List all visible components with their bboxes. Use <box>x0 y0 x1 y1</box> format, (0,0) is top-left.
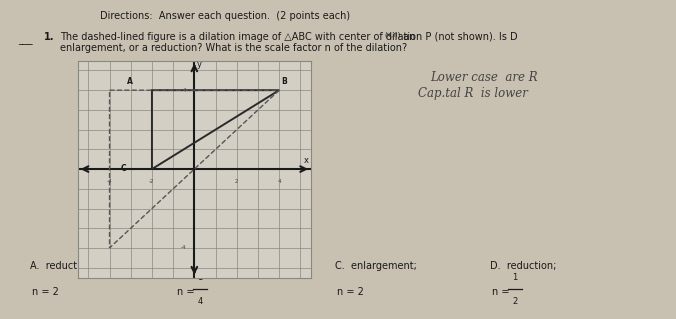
Text: n = 2: n = 2 <box>32 287 59 297</box>
Text: n = 2: n = 2 <box>337 287 364 297</box>
Text: 4: 4 <box>197 297 203 306</box>
Text: -2: -2 <box>149 179 155 184</box>
Text: 1.: 1. <box>44 32 55 42</box>
Text: B: B <box>281 77 287 86</box>
Text: -4: -4 <box>107 179 112 184</box>
Text: (x,n): (x,n) <box>384 32 400 39</box>
Text: enlargement, or a reduction? What is the scale factor n of the dilation?: enlargement, or a reduction? What is the… <box>60 43 407 53</box>
Text: A: A <box>126 77 132 86</box>
Text: 2: 2 <box>512 297 518 306</box>
Text: n =: n = <box>177 287 197 297</box>
Text: D.  reduction;: D. reduction; <box>490 261 556 271</box>
Text: A.  reduction;: A. reduction; <box>30 261 95 271</box>
Text: -4: -4 <box>180 245 186 250</box>
Text: C.  enlargement;: C. enlargement; <box>335 261 417 271</box>
Text: an: an <box>400 32 415 42</box>
Text: 1: 1 <box>197 273 203 282</box>
Text: y: y <box>197 60 202 69</box>
Text: 4: 4 <box>277 179 281 184</box>
Text: ___: ___ <box>18 35 32 45</box>
Text: n =: n = <box>492 287 512 297</box>
Text: B.  reduction;: B. reduction; <box>175 261 241 271</box>
Text: Lower case  are R: Lower case are R <box>430 71 537 84</box>
Text: 2: 2 <box>235 179 239 184</box>
Text: Cap.tal R  is lower: Cap.tal R is lower <box>418 87 528 100</box>
Text: The dashed-lined figure is a dilation image of △ABC with center of dilation P (n: The dashed-lined figure is a dilation im… <box>60 32 518 42</box>
Text: Directions:  Answer each question.  (2 points each): Directions: Answer each question. (2 poi… <box>100 11 350 21</box>
Text: 4: 4 <box>183 88 186 93</box>
Text: C: C <box>120 164 126 173</box>
Text: 1: 1 <box>512 273 518 282</box>
Text: x: x <box>304 156 309 165</box>
